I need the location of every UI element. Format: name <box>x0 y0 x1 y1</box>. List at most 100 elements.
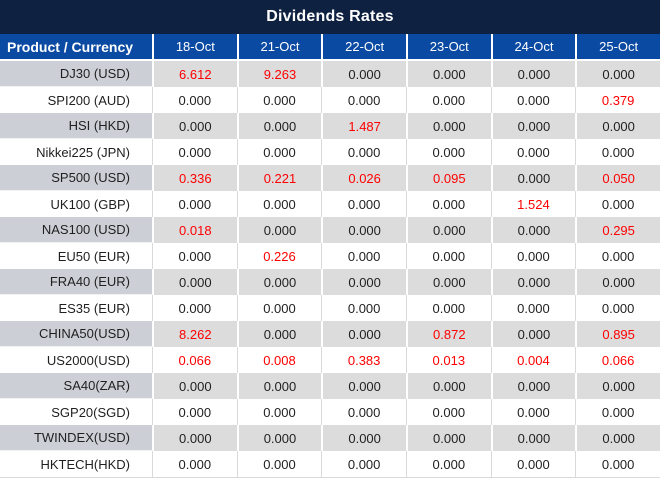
dividend-value-cell: 0.000 <box>321 191 406 217</box>
dividend-value-cell: 0.004 <box>490 347 576 373</box>
dividend-value-cell: 0.000 <box>152 373 237 399</box>
dividend-value-cell: 0.000 <box>152 295 237 321</box>
table-row: ES35 (EUR) 0.000 0.000 0.000 0.000 0.000… <box>0 295 660 321</box>
dividend-value-cell: 0.000 <box>152 191 237 217</box>
dividend-value-cell: 0.000 <box>236 425 322 451</box>
dividend-value-cell: 0.000 <box>236 113 322 139</box>
dividend-value-cell: 0.000 <box>236 139 322 165</box>
dividend-value-cell: 0.000 <box>405 113 491 139</box>
product-name-cell: SA40(ZAR) <box>0 373 152 399</box>
product-name-cell: TWINDEX(USD) <box>0 425 152 451</box>
dividend-value-cell: 0.000 <box>405 425 491 451</box>
dividend-value-cell: 0.000 <box>575 295 660 321</box>
dividend-value-cell: 0.000 <box>321 87 406 113</box>
dividends-table: Product / Currency 18-Oct 21-Oct 22-Oct … <box>0 34 660 477</box>
dividend-value-cell: 0.000 <box>405 243 491 269</box>
product-name-cell: HKTECH(HKD) <box>0 451 152 477</box>
dividend-value-cell: 0.000 <box>575 61 660 87</box>
column-header-date-1: 18-Oct <box>152 34 237 61</box>
dividend-value-cell: 0.000 <box>405 139 491 165</box>
dividend-value-cell: 6.612 <box>152 61 237 87</box>
dividend-value-cell: 0.221 <box>236 165 322 191</box>
dividend-value-cell: 0.000 <box>490 425 576 451</box>
dividend-value-cell: 0.066 <box>575 347 660 373</box>
dividend-value-cell: 0.000 <box>321 139 406 165</box>
table-row: SP500 (USD) 0.336 0.221 0.026 0.095 0.00… <box>0 165 660 191</box>
dividend-value-cell: 0.066 <box>152 347 237 373</box>
dividend-value-cell: 0.000 <box>490 217 576 243</box>
dividend-value-cell: 0.000 <box>575 269 660 295</box>
product-name-cell: SGP20(SGD) <box>0 399 152 425</box>
dividend-value-cell: 0.000 <box>405 61 491 87</box>
dividend-value-cell: 0.000 <box>490 243 576 269</box>
dividend-value-cell: 0.000 <box>321 451 406 477</box>
dividend-value-cell: 1.487 <box>321 113 406 139</box>
dividend-value-cell: 9.263 <box>236 61 322 87</box>
dividend-value-cell: 0.018 <box>152 217 237 243</box>
dividend-value-cell: 0.000 <box>405 87 491 113</box>
table-row: UK100 (GBP) 0.000 0.000 0.000 0.000 1.52… <box>0 191 660 217</box>
dividend-value-cell: 0.000 <box>405 191 491 217</box>
dividend-value-cell: 0.000 <box>405 269 491 295</box>
table-row: US2000(USD) 0.066 0.008 0.383 0.013 0.00… <box>0 347 660 373</box>
dividend-value-cell: 0.000 <box>575 113 660 139</box>
dividend-value-cell: 0.000 <box>321 373 406 399</box>
dividend-value-cell: 0.379 <box>575 87 660 113</box>
table-header-row: Product / Currency 18-Oct 21-Oct 22-Oct … <box>0 34 660 61</box>
dividend-value-cell: 0.013 <box>405 347 491 373</box>
column-header-date-5: 24-Oct <box>490 34 576 61</box>
product-name-cell: US2000(USD) <box>0 347 152 373</box>
dividend-value-cell: 0.000 <box>236 269 322 295</box>
dividend-value-cell: 0.000 <box>321 269 406 295</box>
product-name-cell: Nikkei225 (JPN) <box>0 139 152 165</box>
dividend-value-cell: 0.000 <box>490 451 576 477</box>
dividend-value-cell: 0.895 <box>575 321 660 347</box>
dividend-value-cell: 0.000 <box>152 87 237 113</box>
dividend-value-cell: 0.000 <box>575 191 660 217</box>
dividend-value-cell: 0.000 <box>490 269 576 295</box>
dividend-value-cell: 0.383 <box>321 347 406 373</box>
dividend-value-cell: 0.000 <box>405 399 491 425</box>
page-title: Dividends Rates <box>266 8 394 25</box>
table-row: HSI (HKD) 0.000 0.000 1.487 0.000 0.000 … <box>0 113 660 139</box>
dividend-value-cell: 0.026 <box>321 165 406 191</box>
column-header-date-4: 23-Oct <box>405 34 491 61</box>
table-row: HKTECH(HKD) 0.000 0.000 0.000 0.000 0.00… <box>0 451 660 477</box>
dividend-value-cell: 0.000 <box>405 451 491 477</box>
product-name-cell: EU50 (EUR) <box>0 243 152 269</box>
dividend-value-cell: 0.000 <box>321 321 406 347</box>
dividend-value-cell: 0.000 <box>575 425 660 451</box>
dividend-value-cell: 0.000 <box>236 321 322 347</box>
table-row: TWINDEX(USD) 0.000 0.000 0.000 0.000 0.0… <box>0 425 660 451</box>
dividend-value-cell: 0.000 <box>321 425 406 451</box>
dividend-value-cell: 0.336 <box>152 165 237 191</box>
dividend-value-cell: 0.000 <box>490 321 576 347</box>
dividend-value-cell: 0.000 <box>321 61 406 87</box>
dividend-value-cell: 0.000 <box>575 399 660 425</box>
dividend-value-cell: 0.000 <box>236 217 322 243</box>
dividend-value-cell: 0.000 <box>490 139 576 165</box>
dividend-value-cell: 0.295 <box>575 217 660 243</box>
product-name-cell: SPI200 (AUD) <box>0 87 152 113</box>
dividend-value-cell: 0.000 <box>575 243 660 269</box>
dividend-value-cell: 0.000 <box>490 295 576 321</box>
dividend-value-cell: 0.000 <box>152 269 237 295</box>
dividend-value-cell: 0.000 <box>321 399 406 425</box>
product-name-cell: UK100 (GBP) <box>0 191 152 217</box>
product-name-cell: ES35 (EUR) <box>0 295 152 321</box>
dividend-value-cell: 0.000 <box>152 243 237 269</box>
dividend-value-cell: 0.000 <box>236 87 322 113</box>
dividend-value-cell: 0.000 <box>236 451 322 477</box>
dividend-value-cell: 0.000 <box>152 425 237 451</box>
dividend-value-cell: 0.000 <box>575 451 660 477</box>
dividend-value-cell: 0.000 <box>321 295 406 321</box>
dividend-value-cell: 0.000 <box>490 399 576 425</box>
table-row: EU50 (EUR) 0.000 0.226 0.000 0.000 0.000… <box>0 243 660 269</box>
dividend-value-cell: 0.000 <box>490 113 576 139</box>
dividend-value-cell: 0.000 <box>405 217 491 243</box>
dividend-value-cell: 0.000 <box>236 295 322 321</box>
dividend-value-cell: 0.000 <box>236 373 322 399</box>
table-row: SPI200 (AUD) 0.000 0.000 0.000 0.000 0.0… <box>0 87 660 113</box>
product-name-cell: DJ30 (USD) <box>0 61 152 87</box>
dividend-value-cell: 0.000 <box>490 165 576 191</box>
